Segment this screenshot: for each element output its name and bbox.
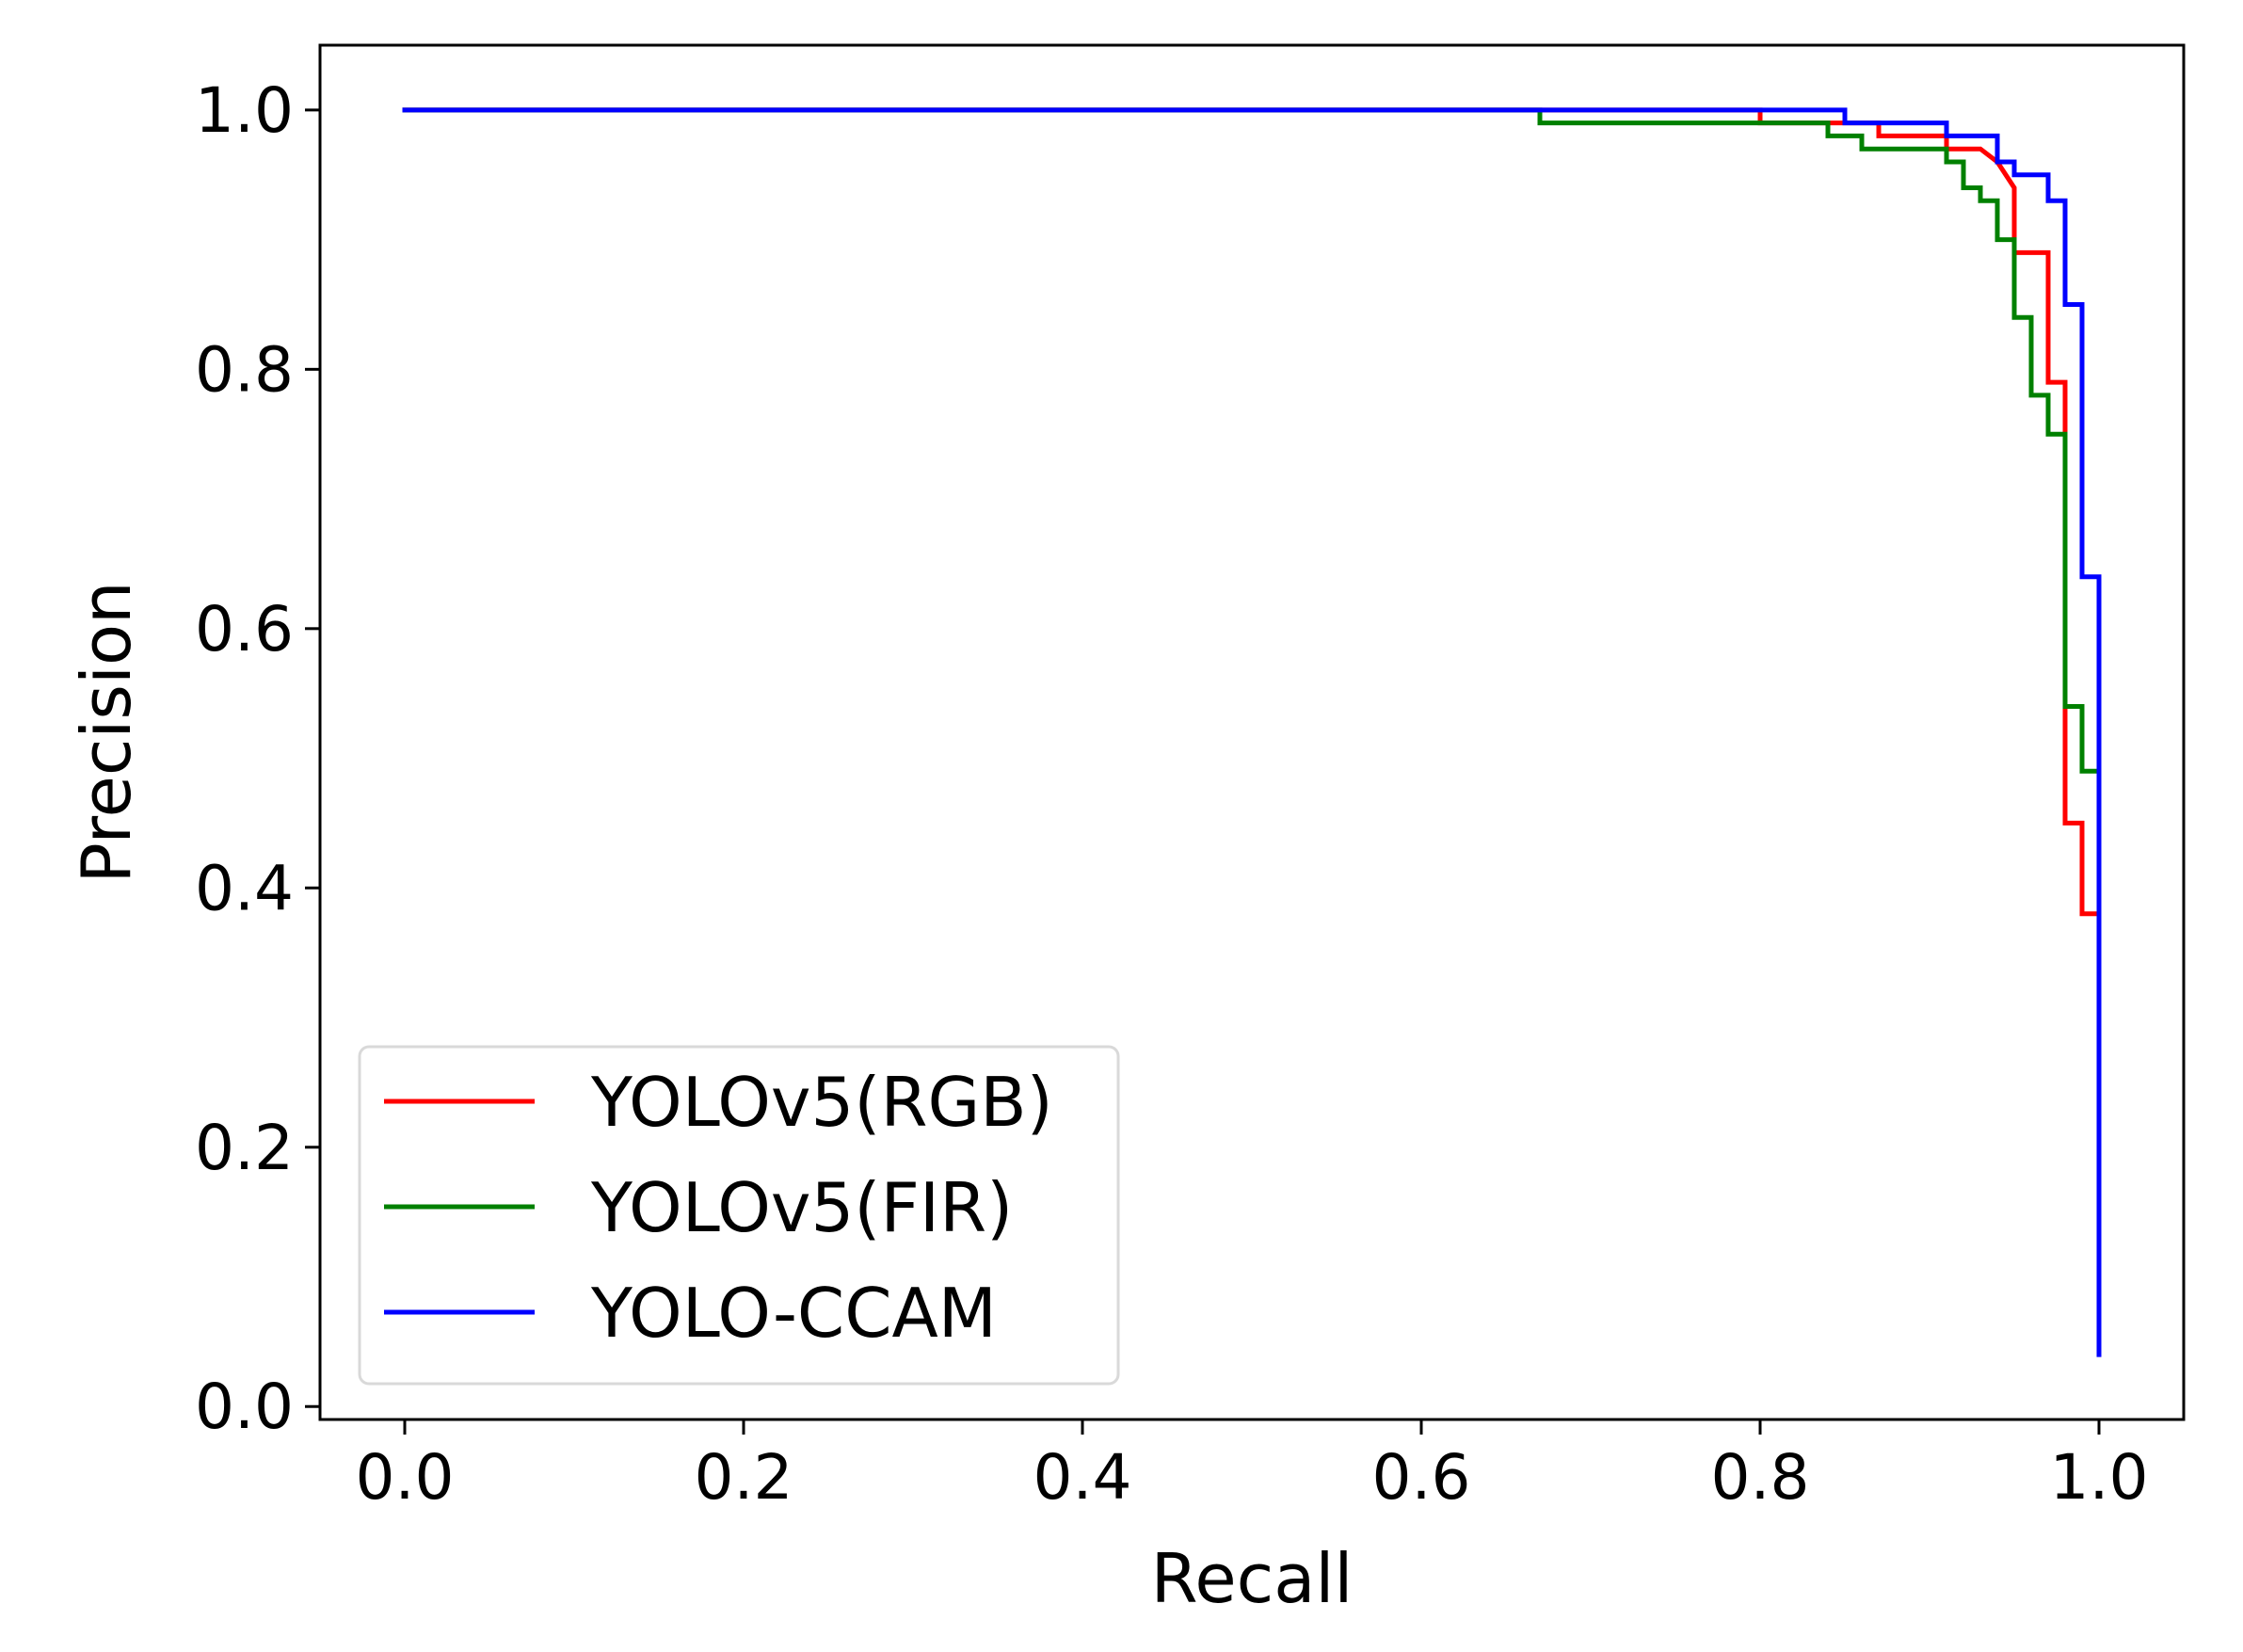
series-line-1 xyxy=(402,107,2102,774)
y-tick-label: 0.6 xyxy=(195,593,294,666)
x-tick-label: 0.6 xyxy=(1372,1441,1471,1514)
legend-label: YOLO-CCAM xyxy=(590,1274,997,1353)
x-tick-label: 1.0 xyxy=(2050,1441,2149,1514)
y-tick-label: 1.0 xyxy=(195,74,294,147)
legend-label: YOLOv5(FIR) xyxy=(590,1168,1013,1247)
x-tick-label: 0.2 xyxy=(695,1441,793,1514)
legend-items: YOLOv5(RGB) YOLOv5(FIR) YOLO-CCAM xyxy=(384,1063,1053,1353)
x-tick-label: 0.4 xyxy=(1033,1441,1132,1514)
series-layer xyxy=(402,107,2102,1357)
y-axis-label: Precision xyxy=(67,581,146,883)
x-axis-ticks: 0.0 0.2 0.4 0.6 0.8 1.0 xyxy=(356,1419,2149,1514)
x-tick-label: 0.8 xyxy=(1711,1441,1810,1514)
legend-box xyxy=(358,1045,1120,1386)
y-tick-label: 0.0 xyxy=(195,1371,294,1443)
x-axis-label: Recall xyxy=(1151,1539,1354,1618)
y-tick-label: 0.4 xyxy=(195,852,294,924)
y-axis-ticks: 0.0 0.2 0.4 0.6 0.8 1.0 xyxy=(195,74,320,1443)
legend-label: YOLOv5(RGB) xyxy=(590,1063,1053,1142)
y-tick-label: 0.8 xyxy=(195,333,294,406)
legend: YOLOv5(RGB) YOLOv5(FIR) YOLO-CCAM xyxy=(358,1045,1120,1386)
series-line-2 xyxy=(402,107,2102,1357)
y-tick-label: 0.2 xyxy=(195,1112,294,1184)
plot-frame xyxy=(318,43,2186,1421)
x-tick-label: 0.0 xyxy=(356,1441,455,1514)
